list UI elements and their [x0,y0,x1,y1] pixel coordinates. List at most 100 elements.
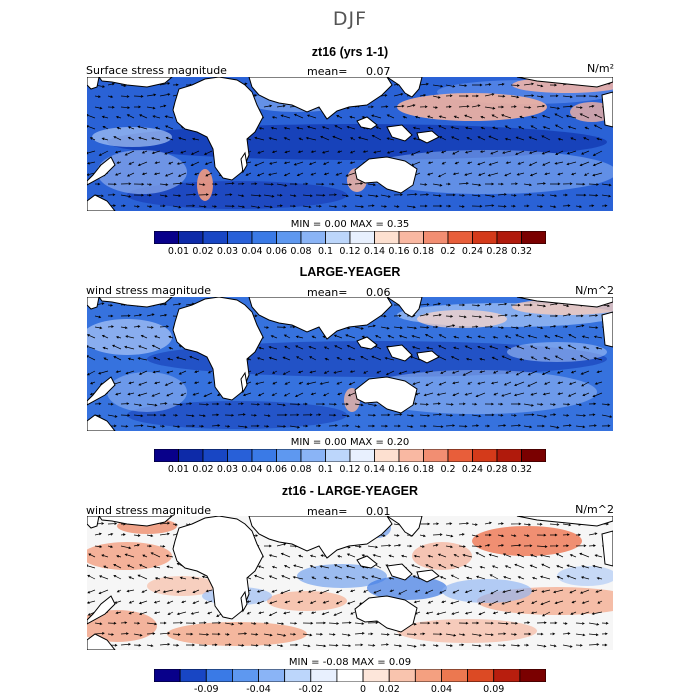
wind-arrow [224,425,231,428]
wind-arrow [107,545,114,548]
wind-arrow [357,136,369,141]
wind-arrow [153,600,161,604]
colorbar-swatch [325,231,351,244]
wind-arrow [510,95,520,99]
wind-arrow [257,565,265,569]
wind-arrow [166,565,174,569]
wind-arrow [185,204,196,208]
wind-arrow [592,172,603,177]
colorbar-tick-label: 0.32 [510,464,533,475]
wind-arrow [337,392,343,396]
wind-arrow [441,600,447,604]
wind-arrow [484,106,496,110]
wind-arrow [309,554,317,558]
wind-arrow [153,172,161,176]
wind-arrow [107,325,114,328]
wind-arrow [363,589,369,593]
wind-arrow [601,414,613,418]
wind-arrow [328,182,335,186]
wind-arrow [211,621,222,625]
wind-arrow [515,589,525,593]
wind-arrow [497,326,505,329]
wind-arrow [445,644,453,647]
wind-arrow [445,633,457,637]
wind-arrow [557,172,564,176]
wind-arrow [258,346,265,350]
wind-arrow [458,315,467,319]
wind-arrow [294,392,304,398]
wind-arrow [185,621,196,625]
colorbar-swatch [521,449,546,462]
wind-arrow [388,554,395,558]
wind-arrow [211,402,220,406]
wind-arrow [523,544,533,548]
wind-arrow [558,346,564,350]
wind-arrow [263,544,272,548]
colorbar-swatch [179,669,207,682]
wind-arrow [237,194,245,198]
colorbar-swatch [496,449,522,462]
wind-arrow [432,632,443,636]
wind-arrow [185,193,197,196]
wind-arrow [276,644,284,648]
wind-arrow [164,381,174,386]
wind-arrow [439,136,447,141]
wind-arrow [530,115,538,119]
panel-2-land [87,297,613,431]
colorbar-swatch [178,231,204,244]
panel-2-units: N/m^2 [575,284,614,297]
wind-arrow [510,105,517,109]
wind-arrow [575,643,583,647]
wind-arrow [224,193,233,197]
wind-arrow [164,172,174,177]
wind-arrow [198,424,205,428]
wind-arrow [139,114,148,119]
wind-arrow [583,172,590,176]
wind-arrow [438,172,447,178]
wind-arrow [133,643,142,647]
colorbar-swatch [521,231,546,244]
wind-arrow [453,115,460,119]
colorbar-swatch [300,231,326,244]
colorbar-tick-label: 0.2 [440,246,456,257]
wind-arrow [588,314,599,317]
colorbar-swatch [251,231,277,244]
wind-arrow [432,413,442,416]
wind-arrow [523,193,532,196]
wind-arrow [441,161,447,165]
wind-arrow [336,357,343,361]
wind-arrow [159,642,171,646]
wind-arrow [597,600,603,604]
wind-arrow [190,611,200,615]
wind-arrow [562,204,571,207]
wind-arrow [458,94,469,98]
wind-arrow [510,326,520,330]
wind-arrow [346,553,356,558]
panel-1-mean-value: 0.07 [366,65,391,78]
colorbar-swatch [349,449,375,462]
wind-arrow [179,381,187,385]
wind-arrow [250,424,260,428]
colorbar-swatch [251,449,277,462]
wind-arrow [566,161,577,166]
wind-arrow [207,370,213,374]
colorbar-swatch [349,231,375,244]
wind-arrow [450,574,460,580]
wind-arrow [581,150,590,155]
wind-arrow [432,95,441,99]
wind-arrow [172,621,183,625]
colorbar-tick-label: 0.28 [486,464,508,475]
wind-arrow [432,84,444,88]
wind-arrow [333,334,343,339]
wind-arrow [334,564,343,569]
wind-arrow [87,600,96,604]
wind-arrow [592,392,603,398]
wind-arrow [488,600,499,606]
wind-arrow [406,104,416,108]
wind-arrow [467,600,473,604]
wind-arrow [141,172,148,176]
wind-arrow [541,563,551,569]
wind-arrow [133,325,141,328]
wind-arrow [451,136,460,141]
wind-arrow [575,403,583,407]
